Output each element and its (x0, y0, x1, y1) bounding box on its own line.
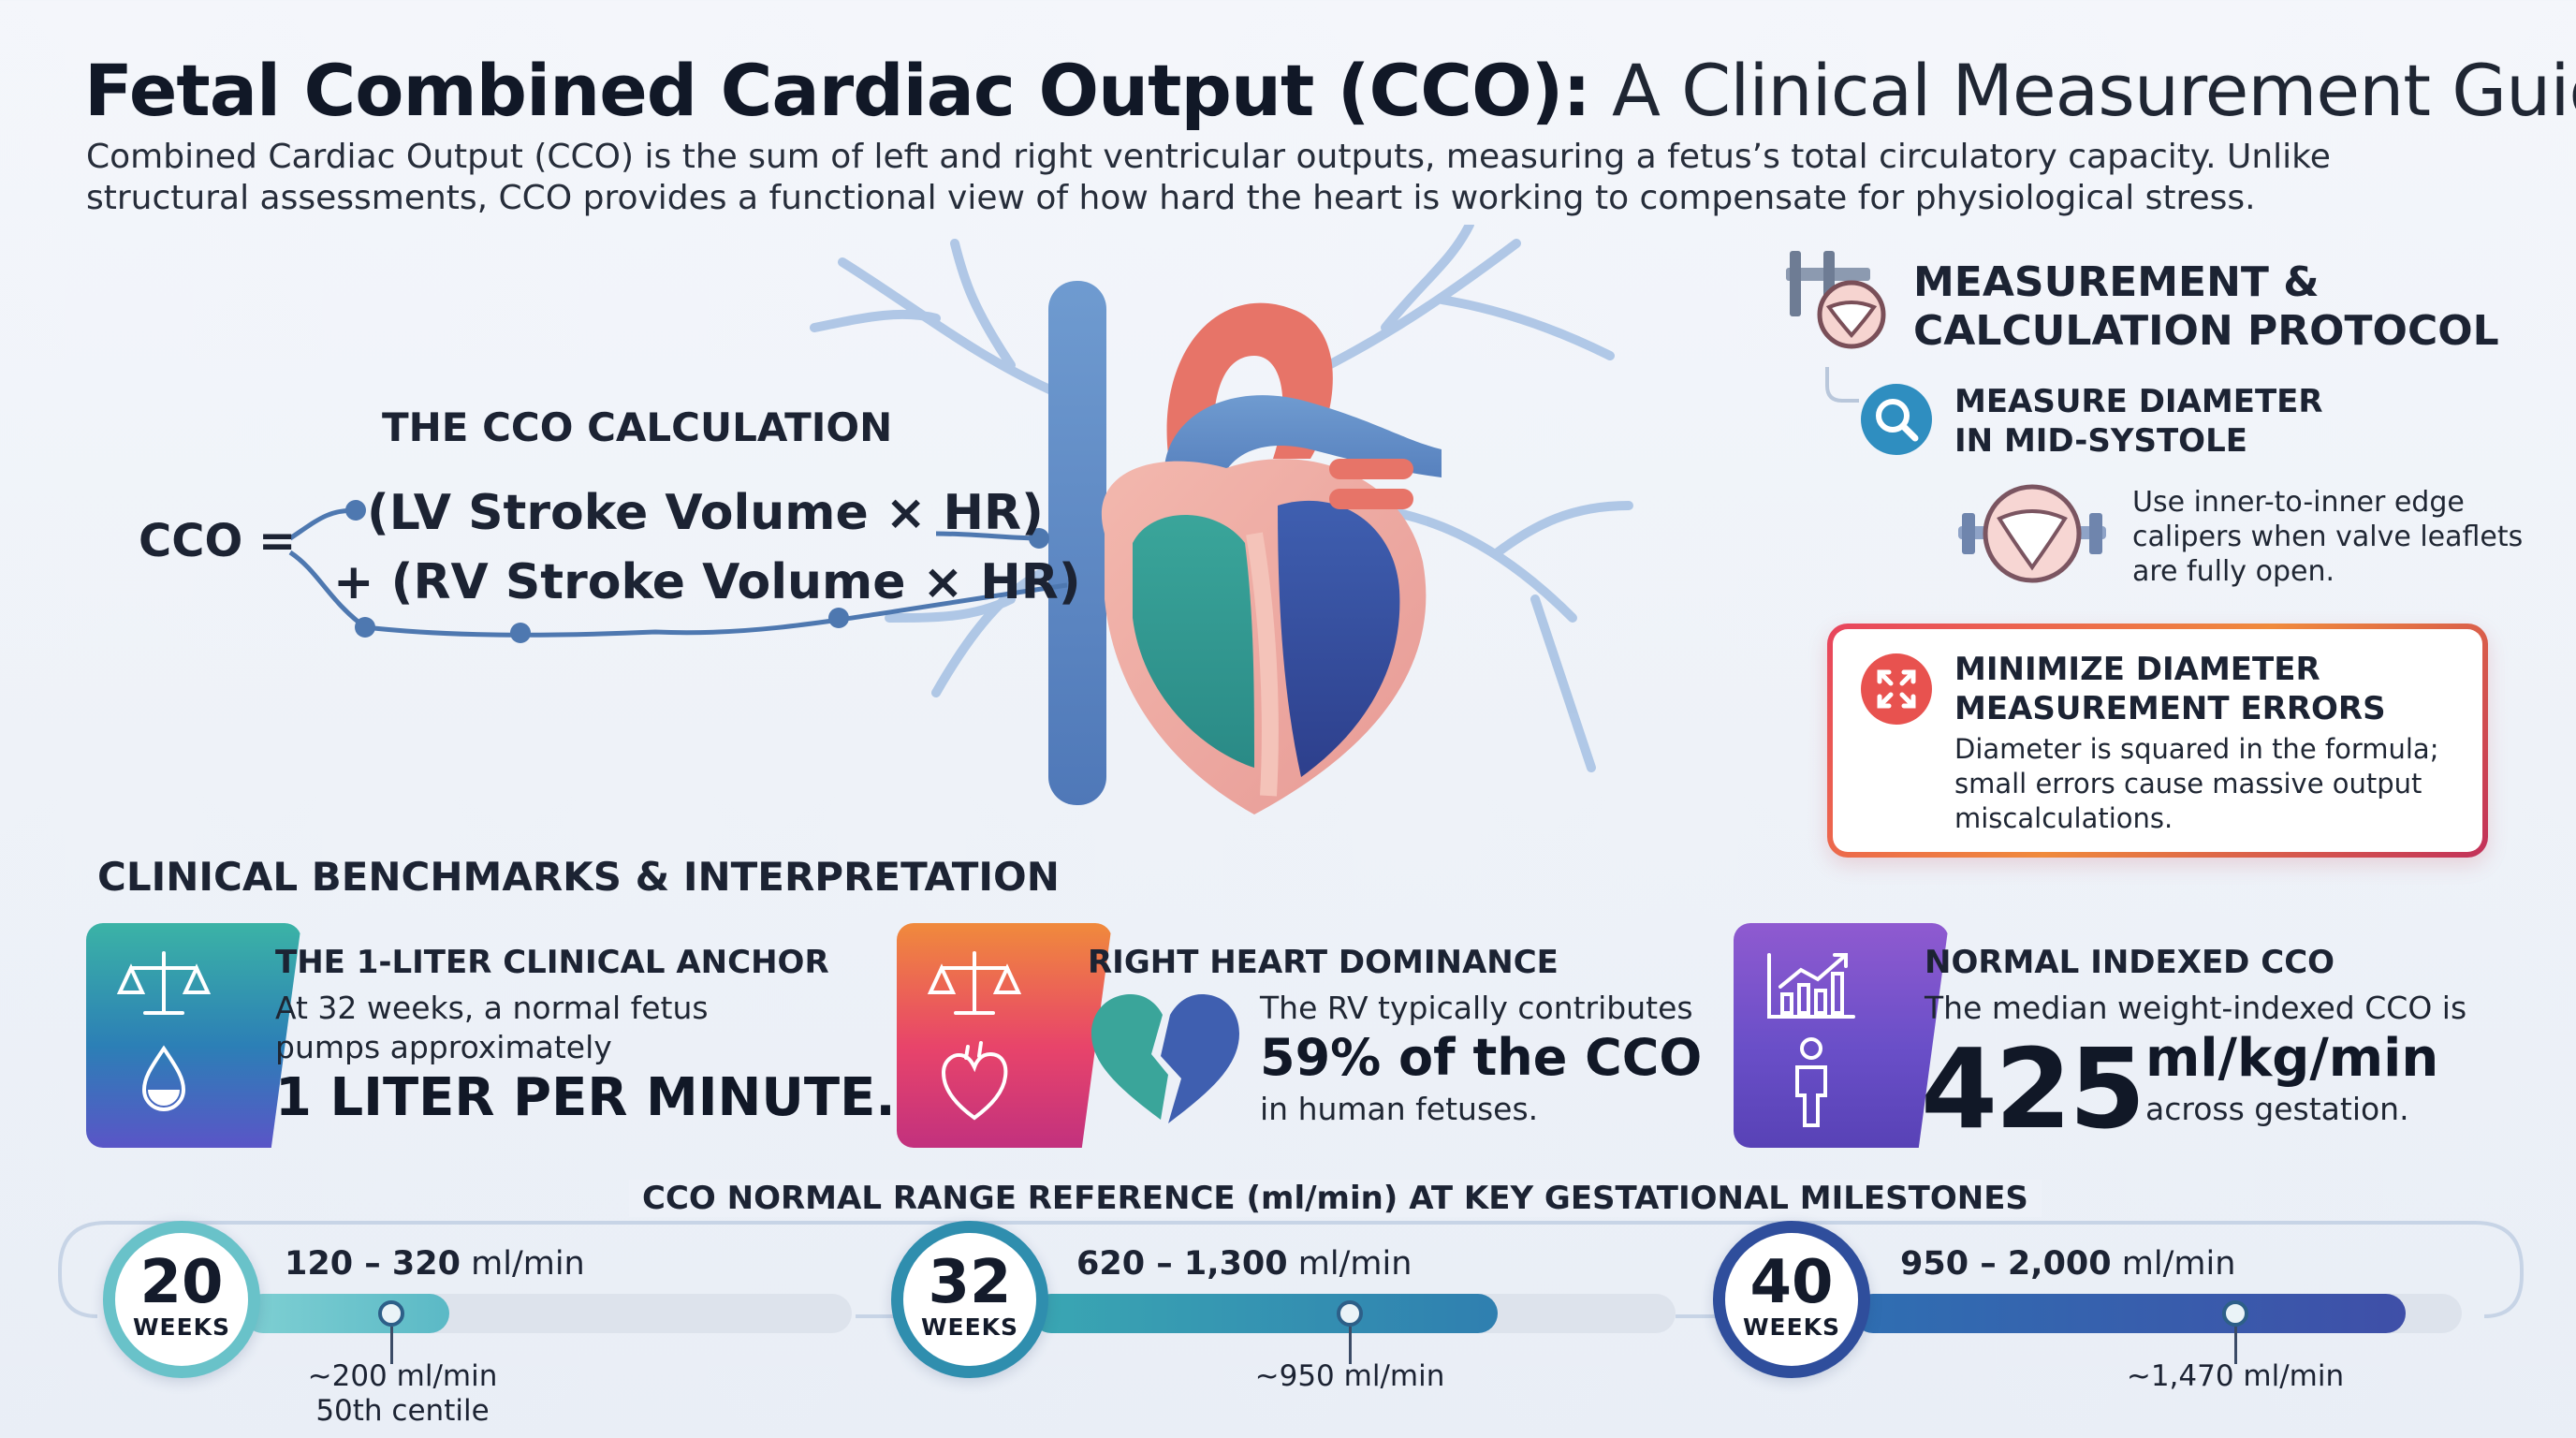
median-marker-20 (378, 1300, 404, 1327)
median-text-32: ~950 ml/min (1228, 1359, 1471, 1394)
title-light: A Clinical Measurement Guide (1611, 49, 2576, 132)
card2-text2: in human fetuses. (1260, 1091, 1539, 1127)
card1-highlight: 1 LITER PER MINUTE. (275, 1067, 896, 1128)
protocol-title-line1: MEASUREMENT & (1913, 258, 2320, 306)
card2-title: RIGHT HEART DOMINANCE (1088, 944, 1559, 981)
warning-card (1827, 624, 2488, 858)
median-tick-20 (390, 1327, 393, 1364)
card2-highlight: 59% of the CCO (1260, 1028, 1703, 1087)
formula-connector-lines (288, 500, 1068, 643)
week-label: WEEKS (1742, 1313, 1841, 1341)
card3-text2: across gestation. (2145, 1091, 2409, 1127)
caliper-valve-icon (1786, 251, 1886, 349)
benchmarks-heading: CLINICAL BENCHMARKS & INTERPRETATION (97, 854, 1060, 900)
range-fill-32 (1032, 1294, 1498, 1333)
range-text-40: 950 – 2,000 ml/min (1900, 1245, 2235, 1283)
card3-unit: ml/kg/min (2145, 1028, 2439, 1089)
range-fill-20 (243, 1294, 449, 1333)
median-tick-32 (1349, 1327, 1352, 1364)
median-text-40: ~1,470 ml/min (2114, 1359, 2357, 1394)
median-value: ~950 ml/min (1254, 1359, 1445, 1393)
formula-lhs: CCO = (139, 515, 297, 567)
range-value: 950 – 2,000 (1900, 1245, 2112, 1283)
formula-rv-term: + (RV Stroke Volume × HR) (333, 554, 1081, 610)
warning-title-line1: MINIMIZE DIAMETER (1954, 651, 2320, 688)
week-number: 40 (1749, 1248, 1834, 1317)
step1-title-line1: MEASURE DIAMETER (1954, 383, 2323, 420)
scale-water-drop-icons (116, 951, 212, 1111)
chart-person-icons (1767, 953, 1855, 1127)
card3-text1: The median weight-indexed CCO is (1925, 990, 2467, 1026)
heart-illustration (810, 225, 1633, 814)
range-text-32: 620 – 1,300 ml/min (1076, 1245, 1412, 1283)
step1-text: Use inner-to-inner edge calipers when va… (2132, 486, 2524, 588)
formula-lv-term: (LV Stroke Volume × HR) (367, 485, 1044, 541)
week-badge-20: 20 WEEKS (103, 1221, 260, 1378)
expand-arrows-icon (1861, 653, 1932, 725)
median-note: 50th centile (315, 1394, 490, 1428)
protocol-title: MEASUREMENT & CALCULATION PROTOCOL (1913, 258, 2499, 356)
magnifier-icon (1861, 384, 1932, 455)
median-value: ~1,470 ml/min (2126, 1359, 2345, 1393)
range-unit: ml/min (2111, 1245, 2236, 1283)
week-number: 20 (139, 1248, 224, 1317)
week-number: 32 (928, 1248, 1012, 1317)
median-value: ~200 ml/min (307, 1359, 498, 1393)
week-badge-40: 40 WEEKS (1713, 1221, 1870, 1378)
valve-caliper-icon (1958, 484, 2106, 583)
median-marker-32 (1337, 1300, 1363, 1327)
card2-text1: The RV typically contributes (1260, 990, 1693, 1026)
card1-title: THE 1-LITER CLINICAL ANCHOR (275, 944, 829, 981)
range-value: 620 – 1,300 (1076, 1245, 1288, 1283)
median-text-20: ~200 ml/min 50th centile (281, 1359, 524, 1429)
card1-text: At 32 weeks, a normal fetus pumps approx… (275, 990, 709, 1065)
range-value: 120 – 320 (285, 1245, 461, 1283)
median-marker-40 (2222, 1300, 2248, 1327)
card3-title: NORMAL INDEXED CCO (1925, 944, 2335, 981)
intro-paragraph: Combined Cardiac Output (CCO) is the sum… (86, 138, 2331, 217)
scale-heart-icons (927, 951, 1022, 1121)
card1-color-band (86, 923, 301, 1148)
calculation-heading: THE CCO CALCULATION (382, 404, 893, 450)
warning-title: MINIMIZE DIAMETER MEASUREMENT ERRORS (1954, 650, 2386, 728)
range-fill-40 (1853, 1294, 2406, 1333)
title-bold: Fetal Combined Cardiac Output (CCO): (84, 49, 1591, 132)
step1-title-line2: IN MID-SYSTOLE (1954, 422, 2247, 460)
warning-text: Diameter is squared in the formula; smal… (1954, 733, 2439, 834)
range-text-20: 120 – 320 ml/min (285, 1245, 585, 1283)
card2-color-band (897, 923, 1112, 1148)
week-badge-32: 32 WEEKS (891, 1221, 1048, 1378)
week-label: WEEKS (920, 1313, 1019, 1341)
split-heart-icon (1091, 994, 1239, 1123)
warning-title-line2: MEASUREMENT ERRORS (1954, 690, 2386, 727)
ranges-heading: CCO NORMAL RANGE REFERENCE (ml/min) AT K… (629, 1180, 2042, 1217)
page-title: Fetal Combined Cardiac Output (CCO): A C… (84, 49, 2576, 132)
range-unit: ml/min (461, 1245, 585, 1283)
step1-title: MEASURE DIAMETER IN MID-SYSTOLE (1954, 382, 2323, 461)
range-unit: ml/min (1287, 1245, 1412, 1283)
card3-value: 425 (1921, 1024, 2145, 1153)
median-tick-40 (2234, 1327, 2237, 1364)
protocol-title-line2: CALCULATION PROTOCOL (1913, 307, 2499, 355)
week-label: WEEKS (132, 1313, 231, 1341)
protocol-connector (1825, 367, 1859, 403)
